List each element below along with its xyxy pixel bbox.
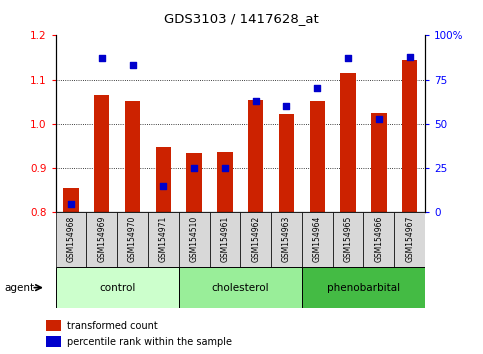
Text: GSM154964: GSM154964	[313, 216, 322, 262]
Text: GSM154961: GSM154961	[220, 216, 229, 262]
Text: GSM154510: GSM154510	[190, 216, 199, 262]
Bar	[302, 267, 425, 308]
Bar	[210, 212, 240, 267]
Text: cholesterol: cholesterol	[212, 282, 269, 293]
Point	[159, 183, 167, 189]
Bar	[179, 212, 210, 267]
Bar	[46, 336, 61, 347]
Bar	[56, 267, 179, 308]
Point	[406, 54, 413, 59]
Text: GSM154970: GSM154970	[128, 216, 137, 262]
Bar	[333, 212, 364, 267]
Point	[98, 56, 106, 61]
Point	[313, 86, 321, 91]
Text: control: control	[99, 282, 135, 293]
Text: agent: agent	[5, 282, 35, 293]
Bar	[148, 212, 179, 267]
Bar	[271, 212, 302, 267]
Bar	[302, 212, 333, 267]
Bar	[310, 101, 325, 212]
Bar	[94, 95, 110, 212]
Text: GDS3103 / 1417628_at: GDS3103 / 1417628_at	[164, 12, 319, 25]
Text: percentile rank within the sample: percentile rank within the sample	[67, 337, 232, 347]
Bar	[156, 147, 171, 212]
Bar	[186, 153, 202, 212]
Bar	[125, 101, 140, 212]
Point	[252, 98, 259, 104]
Bar	[56, 212, 86, 267]
Point	[344, 56, 352, 61]
Bar	[86, 212, 117, 267]
Bar	[341, 73, 356, 212]
Point	[283, 103, 290, 109]
Text: GSM154965: GSM154965	[343, 216, 353, 262]
Point	[190, 165, 198, 171]
Bar	[63, 188, 79, 212]
Text: transformed count: transformed count	[67, 321, 157, 331]
Text: GSM154962: GSM154962	[251, 216, 260, 262]
Bar	[248, 101, 263, 212]
Point	[67, 201, 75, 206]
Bar	[402, 60, 417, 212]
Bar	[217, 152, 233, 212]
Text: GSM154966: GSM154966	[374, 216, 384, 262]
Point	[221, 165, 229, 171]
Text: phenobarbital: phenobarbital	[327, 282, 400, 293]
Bar	[240, 212, 271, 267]
Bar	[371, 113, 386, 212]
Point	[375, 116, 383, 121]
Bar	[279, 114, 294, 212]
Text: GSM154963: GSM154963	[282, 216, 291, 262]
Text: GSM154967: GSM154967	[405, 216, 414, 262]
Bar	[117, 212, 148, 267]
Bar	[364, 212, 394, 267]
Bar	[179, 267, 302, 308]
Text: GSM154969: GSM154969	[97, 216, 106, 262]
Bar	[46, 320, 61, 331]
Text: GSM154968: GSM154968	[67, 216, 75, 262]
Text: GSM154971: GSM154971	[159, 216, 168, 262]
Point	[128, 63, 136, 68]
Bar	[394, 212, 425, 267]
